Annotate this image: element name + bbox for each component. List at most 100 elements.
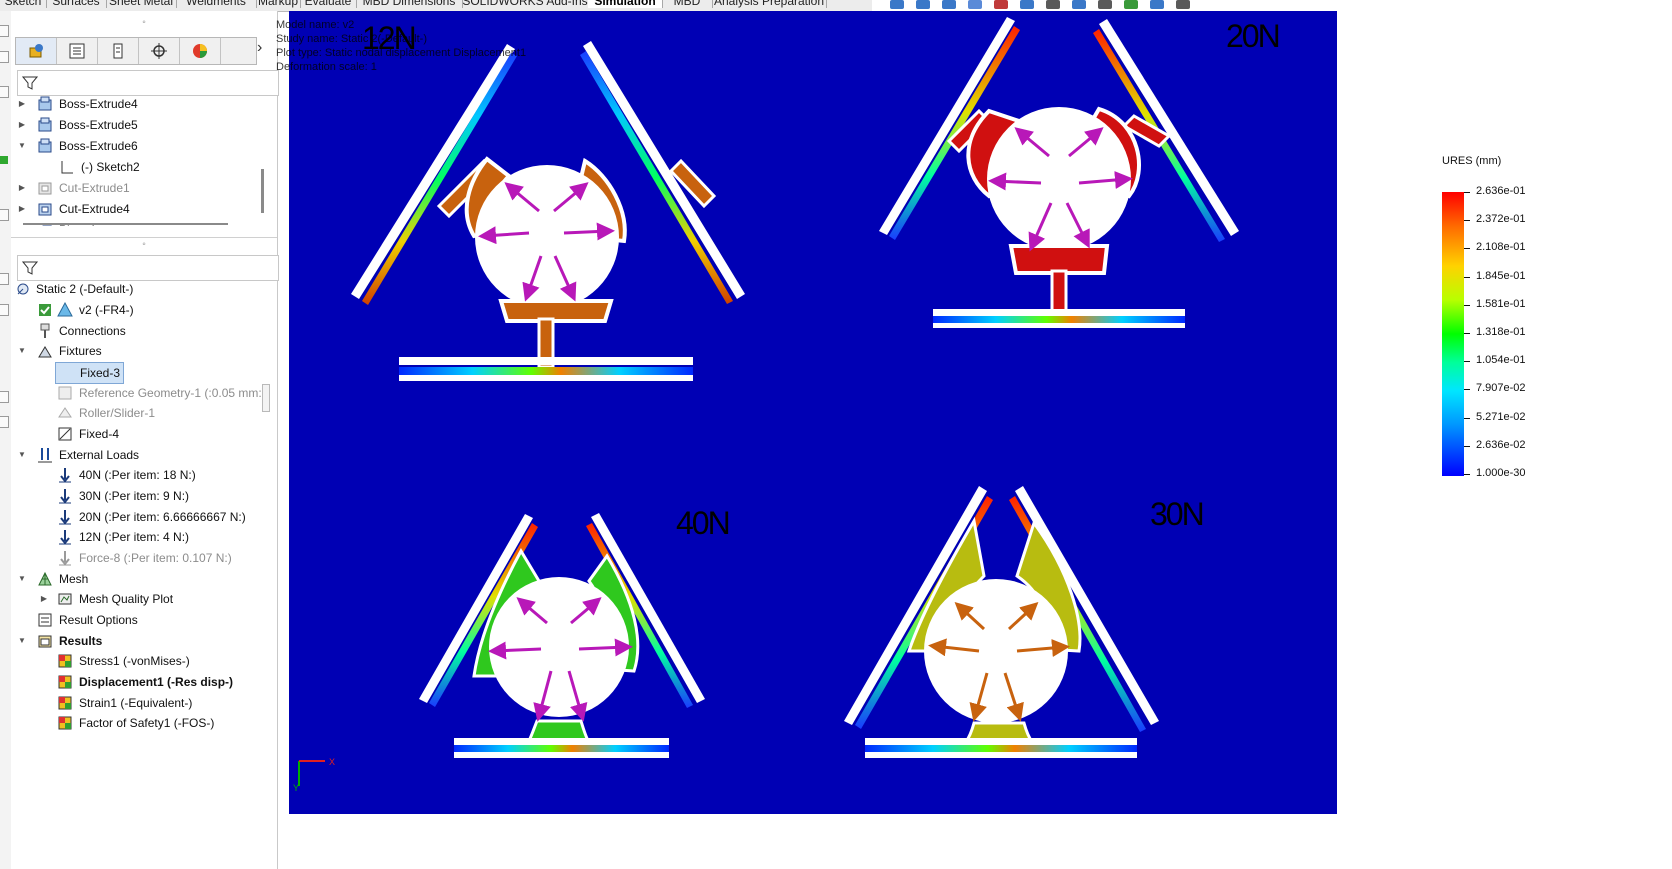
rail-tool-icon[interactable] [0,391,9,403]
result-item[interactable]: Factor of Safety1 (-FOS-) [11,713,271,733]
expand-arrow-icon[interactable]: ▶ [18,120,26,129]
tab-analysis-preparation[interactable]: Analysis Preparation [712,0,827,8]
tab-markup[interactable]: Markup [256,0,301,8]
collapse-arrow-icon[interactable]: ▼ [18,141,26,150]
view-tool-icon[interactable] [1098,0,1112,9]
fixture-item[interactable]: Fixed-3 [11,362,271,384]
view-tool-icon[interactable] [1072,0,1086,9]
collapse-arrow-icon[interactable]: ▼ [18,636,26,645]
tab-solidworks-add-ins[interactable]: SOLIDWORKS Add-Ins [462,0,589,8]
result-label: Displacement1 (-Res disp-) [79,675,234,689]
tab-weldments[interactable]: Weldments [176,0,257,8]
result-options-icon [38,613,52,627]
view-tool-icon[interactable] [942,0,956,9]
tree-item-connections[interactable]: Connections [11,321,271,341]
collapse-arrow-icon[interactable]: ▼ [18,346,26,355]
color-legend-bar [1442,192,1464,476]
load-item[interactable]: Force-8 (:Per item: 0.107 N:) [11,548,271,568]
panel-splitter[interactable] [11,237,277,238]
tab-propertymanager[interactable] [57,38,98,64]
rail-tool-icon[interactable] [0,25,9,37]
mesh-quality-plot-icon [58,593,72,605]
view-tool-icon[interactable] [1124,0,1138,9]
tab-mbd[interactable]: MBD [662,0,713,8]
tab-dimxpert[interactable] [139,38,180,64]
view-tool-icon[interactable] [890,0,904,9]
tab-sheet-metal[interactable]: Sheet Metal [106,0,177,8]
tree-item-result-options[interactable]: Result Options [11,610,271,630]
expand-arrow-icon[interactable]: ▶ [18,99,26,108]
load-item[interactable]: 40N (:Per item: 18 N:) [11,465,271,485]
heads-up-toolbar [890,0,1240,11]
load-item[interactable]: 20N (:Per item: 6.66666667 N:) [11,507,271,527]
legend-tick [1464,474,1470,475]
tree-item[interactable]: ▶ Cut-Extrude1 [11,178,257,198]
tab-evaluate[interactable]: Evaluate [300,0,357,8]
view-tool-icon[interactable] [1020,0,1034,9]
connections-icon [40,323,50,338]
filter-box[interactable] [17,70,279,96]
fixture-item[interactable]: Roller/Slider-1 [11,403,271,423]
tree-item[interactable]: ▶ Boss-Extrude5 [11,115,257,135]
tree-item-mesh[interactable]: ▼ Mesh [11,569,271,589]
expand-arrow-icon[interactable]: ▶ [40,594,48,603]
load-label-30N: 30N [1150,496,1205,532]
tree-horizontal-scrollbar[interactable] [23,223,228,225]
fixtures-label: Fixtures [59,344,102,358]
view-tool-icon[interactable] [1176,0,1190,9]
expand-arrow-icon[interactable]: ▶ [18,204,26,213]
tab-mbd-dimensions[interactable]: MBD Dimensions [356,0,463,8]
legend-value: 1.054e-01 [1476,354,1526,367]
triad-x-label: X [329,757,335,767]
fixture-item[interactable]: Fixed-4 [11,424,271,444]
tab-displaymanager[interactable] [180,38,221,64]
rail-tool-icon[interactable] [0,209,9,221]
tree-item[interactable]: ▶ Cut-Extrude4 [11,199,257,219]
tree-item[interactable]: ▼ Boss-Extrude6 [11,136,257,156]
load-item[interactable]: 30N (:Per item: 9 N:) [11,486,271,506]
tree-item[interactable]: ▶ Boss-Extrude4 [11,94,257,114]
graphics-area[interactable]: X Y [289,11,1337,814]
rail-tool-icon[interactable] [0,86,9,98]
panel-grip[interactable]: ◦ [142,17,146,28]
collapse-arrow-icon[interactable]: ▼ [18,450,26,459]
view-tool-icon[interactable] [968,0,982,9]
fixture-item[interactable]: Reference Geometry-1 (:0.05 mm:) [11,383,271,403]
rail-tool-icon[interactable] [0,51,9,63]
splitter-grip[interactable]: ◦ [142,239,146,250]
rail-tool-icon[interactable] [0,304,9,316]
legend-tick [1464,389,1470,391]
tree-item-mesh-quality[interactable]: ▶ Mesh Quality Plot [11,589,271,609]
result-item[interactable]: Strain1 (-Equivalent-) [11,693,271,713]
view-tool-icon[interactable] [1150,0,1164,9]
load-item[interactable]: 12N (:Per item: 4 N:) [11,527,271,547]
tree-vertical-scrollbar[interactable] [261,169,264,213]
tab-configurationmanager[interactable] [98,38,139,64]
tab-sketch[interactable]: Sketch [0,0,47,8]
result-item-active[interactable]: Displacement1 (-Res disp-) [11,672,271,692]
tab-simulation[interactable]: Simulation [588,0,663,8]
expand-arrow-icon[interactable]: ▶ [18,183,26,192]
tree-item-part[interactable]: v2 (-FR4-) [11,300,271,320]
tab-featuremanager[interactable] [16,38,57,64]
tree-item-external-loads[interactable]: ▼ External Loads [11,445,271,465]
collapse-arrow-icon[interactable]: ▼ [18,574,26,583]
view-tool-icon[interactable] [916,0,930,9]
rail-tool-icon[interactable] [0,416,9,428]
result-item[interactable]: Stress1 (-vonMises-) [11,651,271,671]
rail-tool-icon[interactable] [0,273,9,285]
connections-label: Connections [59,324,126,338]
tab-surfaces[interactable]: Surfaces [46,0,107,8]
chevron-right-icon[interactable]: › [257,39,263,56]
simulation-filter-box[interactable] [17,255,279,281]
plot-info: Model name: v2 Study name: Static 2(-Def… [276,18,526,74]
tree-item-results[interactable]: ▼ Results [11,631,271,651]
view-tool-icon[interactable] [994,0,1008,9]
rail-green-icon[interactable] [0,156,8,164]
tree-item[interactable]: (-) Sketch2 [11,157,257,177]
panel-collapse-handle[interactable] [262,384,270,412]
view-tool-icon[interactable] [1046,0,1060,9]
tree-item-fixtures[interactable]: ▼ Fixtures [11,341,271,361]
fixture-label: Roller/Slider-1 [79,406,156,420]
study-root[interactable]: Static 2 (-Default-) [11,279,271,299]
